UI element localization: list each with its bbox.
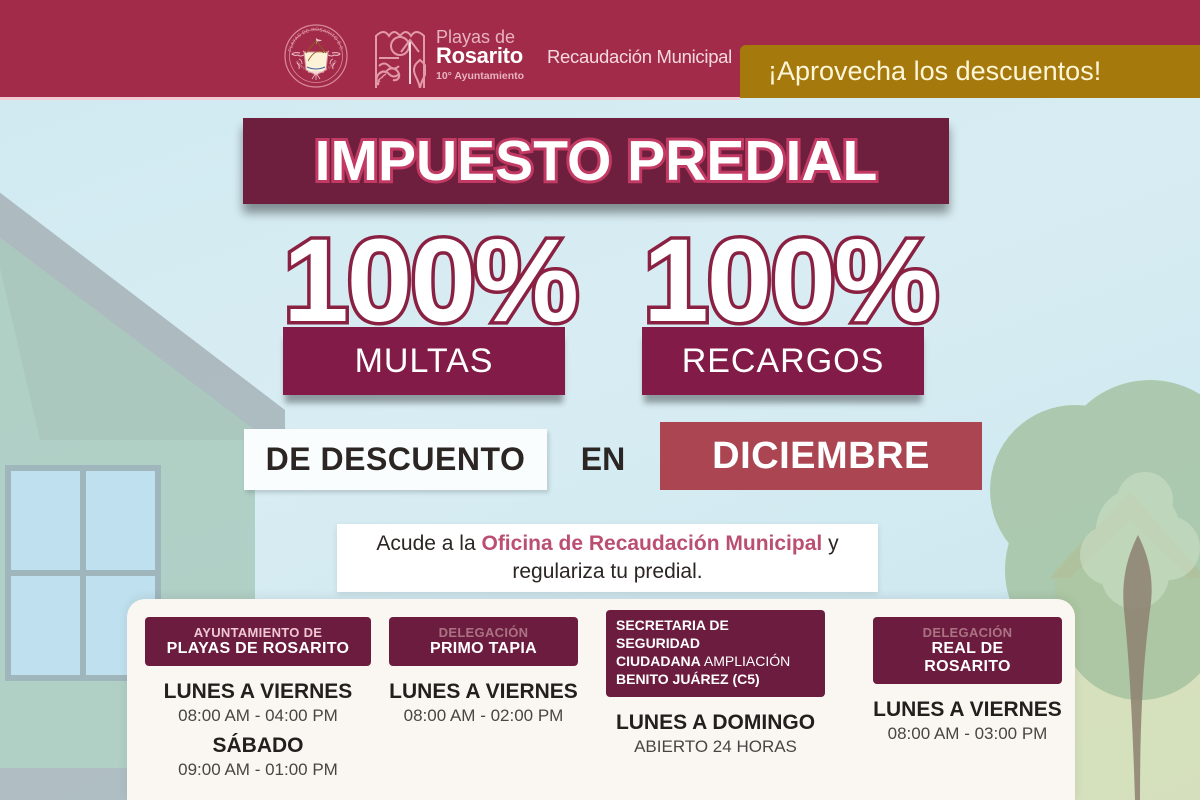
svg-text:PLAYAS DE ROSARITO B.C.: PLAYAS DE ROSARITO B.C.: [287, 27, 344, 53]
